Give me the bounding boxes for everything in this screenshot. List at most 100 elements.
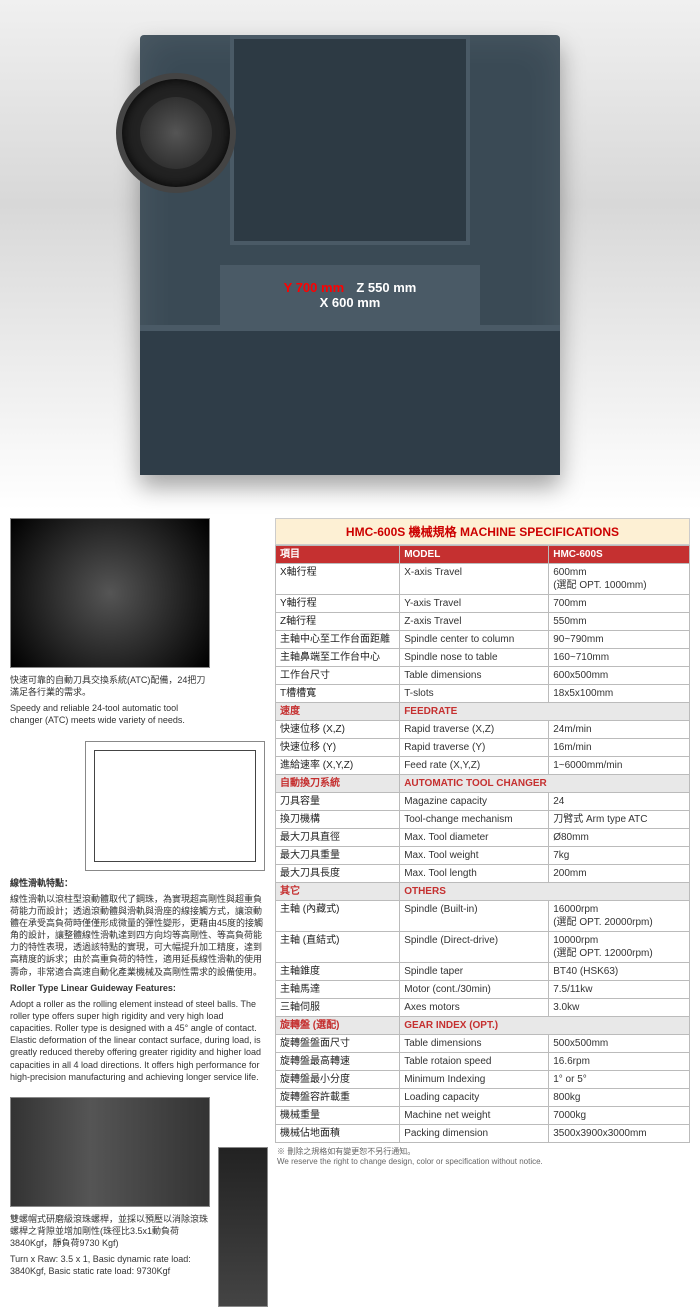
spec-row: 主軸 (內藏式)Spindle (Built-in)16000rpm (選配 O… [276, 901, 690, 932]
spec-row: 機械佔地面積Packing dimension3500x3900x3000mm [276, 1125, 690, 1143]
machine-illustration: Y 700 mm Z 550 mm X 600 mm [140, 35, 560, 475]
spec-section-en: AUTOMATIC TOOL CHANGER [400, 775, 690, 793]
guideway-diagram [85, 741, 265, 871]
spec-cell-zh: 最大刀具長度 [276, 865, 400, 883]
spec-section-en: FEEDRATE [400, 703, 690, 721]
spec-cell-val: 10000rpm (選配 OPT. 12000rpm) [549, 932, 690, 963]
spec-row: 三軸伺服Axes motors3.0kw [276, 999, 690, 1017]
spec-row: 刀具容量Magazine capacity24 [276, 793, 690, 811]
spec-cell-val: 7kg [549, 847, 690, 865]
spec-cell-val: Ø80mm [549, 829, 690, 847]
spec-cell-val: 1° or 5° [549, 1071, 690, 1089]
spec-cell-zh: 最大刀具重量 [276, 847, 400, 865]
spec-row: 旋轉盤盤面尺寸Table dimensions500x500mm [276, 1035, 690, 1053]
spec-cell-en: Minimum Indexing [400, 1071, 549, 1089]
spec-cell-zh: 刀具容量 [276, 793, 400, 811]
spec-row: 工作台尺寸Table dimensions600x500mm [276, 667, 690, 685]
spec-cell-zh: 工作台尺寸 [276, 667, 400, 685]
spec-cell-val: BT40 (HSK63) [549, 963, 690, 981]
spec-cell-val: 3.0kw [549, 999, 690, 1017]
spec-row: 最大刀具長度Max. Tool length200mm [276, 865, 690, 883]
spec-row: 主軸馬達Motor (cont./30min)7.5/11kw [276, 981, 690, 999]
spec-header-val: HMC-600S [549, 546, 690, 564]
machine-column [230, 35, 470, 245]
x-travel-label: X 600 mm [320, 295, 381, 310]
spec-cell-en: Y-axis Travel [400, 595, 549, 613]
spec-cell-zh: 最大刀具直徑 [276, 829, 400, 847]
spec-cell-val: 200mm [549, 865, 690, 883]
screw-caption-en: Turn x Raw: 3.5 x 1, Basic dynamic rate … [10, 1253, 210, 1277]
spec-row: 旋轉盤容許載重Loading capacity800kg [276, 1089, 690, 1107]
spec-cell-en: Table rotaion speed [400, 1053, 549, 1071]
spec-column: HMC-600S 機械規格 MACHINE SPECIFICATIONS 項目 … [275, 518, 690, 1307]
spec-cell-zh: 旋轉盤容許載重 [276, 1089, 400, 1107]
spec-cell-en: Machine net weight [400, 1107, 549, 1125]
guideway-title-zh: 線性滑軌特點： [10, 877, 265, 889]
spec-cell-val: 90~790mm [549, 631, 690, 649]
spec-table: 項目 MODEL HMC-600S X軸行程X-axis Travel600mm… [275, 545, 690, 1143]
spec-section-zh: 自動換刀系統 [276, 775, 400, 793]
spec-row: X軸行程X-axis Travel600mm (選配 OPT. 1000mm) [276, 564, 690, 595]
spec-cell-val: 7.5/11kw [549, 981, 690, 999]
spec-title: HMC-600S 機械規格 MACHINE SPECIFICATIONS [275, 518, 690, 545]
spec-cell-en: Magazine capacity [400, 793, 549, 811]
spec-cell-en: Spindle center to column [400, 631, 549, 649]
spec-cell-zh: 快速位移 (Y) [276, 739, 400, 757]
guideway-body-en: Adopt a roller as the rolling element in… [10, 998, 265, 1083]
spec-section-zh: 其它 [276, 883, 400, 901]
hero-machine-view: Y 700 mm Z 550 mm X 600 mm [0, 0, 700, 510]
atc-disc-icon [116, 73, 236, 193]
spec-cell-val: 550mm [549, 613, 690, 631]
spec-row: 快速位移 (X,Z)Rapid traverse (X,Z)24m/min [276, 721, 690, 739]
spec-section-en: GEAR INDEX (OPT.) [400, 1017, 690, 1035]
spec-cell-zh: T槽槽寬 [276, 685, 400, 703]
spec-section-zh: 速度 [276, 703, 400, 721]
spec-row: 快速位移 (Y)Rapid traverse (Y)16m/min [276, 739, 690, 757]
y-travel-label: Y 700 mm [284, 280, 344, 295]
spec-cell-en: X-axis Travel [400, 564, 549, 595]
spec-cell-val: 600x500mm [549, 667, 690, 685]
spec-cell-en: Max. Tool diameter [400, 829, 549, 847]
spec-row: 最大刀具直徑Max. Tool diameterØ80mm [276, 829, 690, 847]
spec-row: 旋轉盤最小分度Minimum Indexing1° or 5° [276, 1071, 690, 1089]
spec-cell-zh: 主軸馬達 [276, 981, 400, 999]
spec-row: 主軸中心至工作台面距離Spindle center to column90~79… [276, 631, 690, 649]
left-column: 快速可靠的自動刀具交換系統(ATC)配備，24把刀滿足各行業的需求。 Speed… [10, 518, 265, 1307]
spec-cell-zh: X軸行程 [276, 564, 400, 595]
spec-cell-zh: 主軸鼻端至工作台中心 [276, 649, 400, 667]
spec-cell-zh: 旋轉盤盤面尺寸 [276, 1035, 400, 1053]
spec-row: 主軸 (直結式)Spindle (Direct-drive)10000rpm (… [276, 932, 690, 963]
spec-cell-val: 600mm (選配 OPT. 1000mm) [549, 564, 690, 595]
spec-cell-en: Z-axis Travel [400, 613, 549, 631]
screw-caption-zh: 雙螺帽式研磨級滾珠螺桿，並採以預壓以消除滾珠螺桿之背隙並增加剛性(珠徑比3.5x… [10, 1213, 210, 1249]
spec-row: Y軸行程Y-axis Travel700mm [276, 595, 690, 613]
spec-cell-zh: 換刀機構 [276, 811, 400, 829]
spec-cell-zh: 機械佔地面積 [276, 1125, 400, 1143]
spec-row: 換刀機構Tool-change mechanism刀臂式 Arm type AT… [276, 811, 690, 829]
spec-cell-en: Rapid traverse (X,Z) [400, 721, 549, 739]
spec-cell-en: Axes motors [400, 999, 549, 1017]
machine-base [140, 325, 560, 475]
spec-cell-val: 刀臂式 Arm type ATC [549, 811, 690, 829]
spec-cell-en: Max. Tool weight [400, 847, 549, 865]
spec-row: Z軸行程Z-axis Travel550mm [276, 613, 690, 631]
atc-caption-en: Speedy and reliable 24-tool automatic to… [10, 702, 210, 726]
spec-cell-zh: 主軸錐度 [276, 963, 400, 981]
guideway-title-en: Roller Type Linear Guideway Features: [10, 982, 265, 994]
spec-row: 主軸錐度Spindle taperBT40 (HSK63) [276, 963, 690, 981]
spec-section: 其它OTHERS [276, 883, 690, 901]
spec-cell-en: Spindle (Direct-drive) [400, 932, 549, 963]
spec-cell-en: Packing dimension [400, 1125, 549, 1143]
spec-row: 進給速率 (X,Y,Z)Feed rate (X,Y,Z)1~6000mm/mi… [276, 757, 690, 775]
rail-photo [218, 1147, 268, 1307]
spec-cell-zh: 進給速率 (X,Y,Z) [276, 757, 400, 775]
spec-cell-zh: Y軸行程 [276, 595, 400, 613]
spec-cell-val: 18x5x100mm [549, 685, 690, 703]
spec-cell-val: 7000kg [549, 1107, 690, 1125]
spec-cell-en: Rapid traverse (Y) [400, 739, 549, 757]
spec-cell-zh: 三軸伺服 [276, 999, 400, 1017]
spec-cell-val: 1~6000mm/min [549, 757, 690, 775]
spec-section: 自動換刀系統AUTOMATIC TOOL CHANGER [276, 775, 690, 793]
spec-row: 旋轉盤最高轉速Table rotaion speed16.6rpm [276, 1053, 690, 1071]
spec-cell-zh: 旋轉盤最小分度 [276, 1071, 400, 1089]
